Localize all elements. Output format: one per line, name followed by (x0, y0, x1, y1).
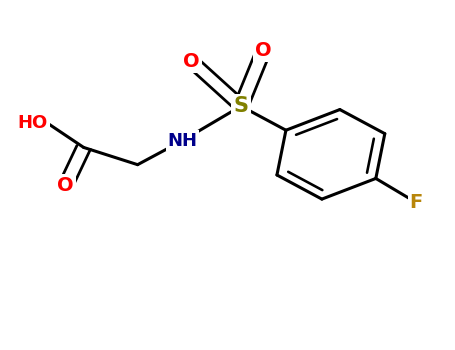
Text: HO: HO (17, 114, 48, 132)
Text: S: S (233, 96, 248, 116)
Text: O: O (183, 52, 200, 71)
Text: O: O (255, 42, 272, 61)
Text: NH: NH (167, 132, 197, 149)
Text: F: F (410, 193, 423, 212)
Text: O: O (57, 176, 74, 195)
